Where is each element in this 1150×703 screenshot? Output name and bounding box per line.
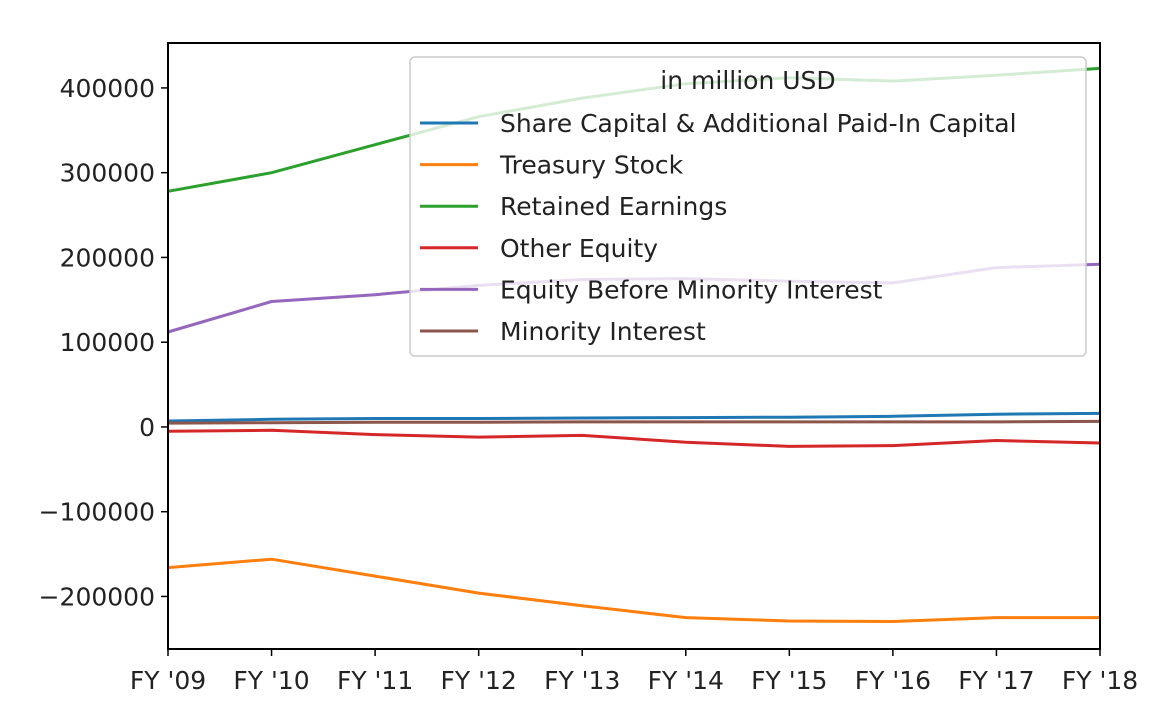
y-tick-label: 300000: [60, 159, 155, 188]
series-line-minority-interest: [167, 419, 1101, 425]
legend-label-retained-earnings: Retained Earnings: [500, 192, 727, 221]
x-tick-label: FY '16: [855, 666, 931, 695]
x-tick-label: FY '11: [337, 666, 413, 695]
legend-label-treasury-stock: Treasury Stock: [499, 151, 684, 180]
series-line-other-equity: [167, 428, 1101, 448]
x-tick-label: FY '18: [1062, 666, 1138, 695]
x-tick-label: FY '10: [233, 666, 309, 695]
legend-title: in million USD: [660, 66, 835, 95]
x-tick-label: FY '13: [544, 666, 620, 695]
legend: in million USD Share Capital & Additiona…: [409, 56, 1087, 357]
y-tick-label: −200000: [39, 582, 155, 611]
y-tick-label: 400000: [60, 74, 155, 103]
y-tick-label: 0: [139, 413, 155, 442]
x-tick-label: FY '15: [751, 666, 827, 695]
x-tick-label: FY '14: [648, 666, 724, 695]
legend-label-other-equity: Other Equity: [500, 234, 658, 263]
x-tick-label: FY '12: [441, 666, 517, 695]
x-tick-label: FY '09: [130, 666, 206, 695]
x-tick-label: FY '17: [958, 666, 1034, 695]
y-tick-label: −100000: [39, 498, 155, 527]
axes-layer: 400000 300000 200000 100000 0 −100000 −200000 F…: [39, 74, 1139, 695]
y-tick-label: 200000: [60, 243, 155, 272]
legend-label-share-capital-additional-paid-in-capital: Share Capital & Additional Paid-In Capit…: [500, 109, 1017, 138]
y-tick-label: 100000: [60, 328, 155, 357]
legend-label-minority-interest: Minority Interest: [500, 317, 706, 346]
legend-label-equity-before-minority-interest: Equity Before Minority Interest: [500, 275, 883, 304]
series-line-share-capital-additional-paid-in-capital: [167, 411, 1101, 423]
series-line-treasury-stock: [167, 557, 1100, 623]
plot-frame: [167, 42, 1101, 650]
legend-box: [409, 56, 1087, 357]
